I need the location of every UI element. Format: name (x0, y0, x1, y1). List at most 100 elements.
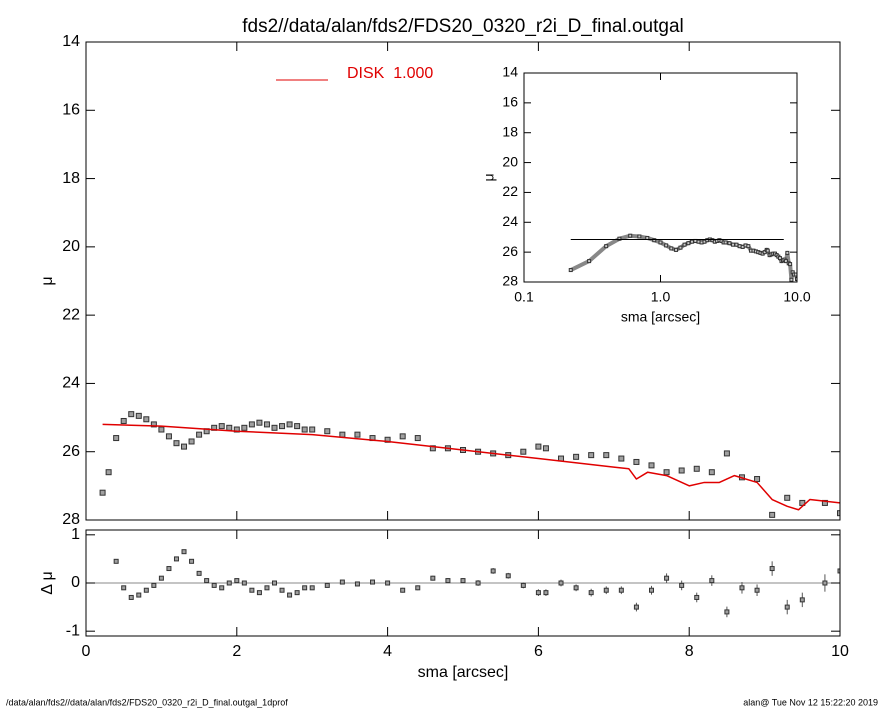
data-point (795, 277, 797, 282)
data-point (181, 443, 188, 450)
data-point (723, 450, 730, 457)
data-point (568, 268, 573, 273)
data-point (196, 570, 202, 576)
data-point (151, 582, 157, 588)
data-point (754, 587, 760, 593)
y-tick-label: 28 (62, 511, 80, 528)
data-point (475, 580, 481, 586)
data-point (339, 431, 346, 438)
data-point (99, 489, 106, 496)
data-point (788, 262, 793, 267)
data-point (664, 575, 670, 581)
data-point (543, 590, 549, 596)
data-point (188, 438, 195, 445)
data-point (686, 241, 691, 246)
data-point (173, 440, 180, 447)
data-point (249, 587, 255, 593)
data-point (588, 590, 594, 596)
data-point (679, 582, 685, 588)
data-point (603, 587, 609, 593)
data-point (649, 587, 654, 593)
data-point (663, 469, 670, 476)
data-point (302, 585, 308, 591)
data-point (324, 428, 331, 435)
data-point (400, 587, 406, 593)
data-point (399, 433, 406, 440)
data-point (769, 566, 775, 572)
x-tick-label: 10.0 (783, 289, 810, 305)
data-point (286, 421, 293, 428)
data-point (414, 435, 421, 442)
data-point (724, 609, 730, 615)
data-point (294, 423, 301, 430)
data-point (294, 590, 300, 596)
data-point (301, 426, 308, 433)
data-point (429, 445, 436, 452)
data-point (135, 412, 142, 419)
data-point (158, 575, 164, 581)
data-point (120, 417, 127, 424)
data-point (309, 426, 316, 433)
data-point (789, 277, 794, 282)
y-tick-label: 16 (62, 102, 80, 119)
y-axis-label: Δ μ (39, 571, 56, 594)
data-point (633, 458, 640, 465)
data-point (113, 558, 119, 564)
data-point (150, 421, 157, 428)
data-point (384, 436, 391, 443)
data-point (256, 590, 262, 596)
data-point (658, 240, 663, 245)
data-point (784, 604, 790, 610)
data-point (263, 421, 270, 428)
data-point (793, 272, 797, 277)
data-point (211, 582, 217, 588)
data-point (204, 578, 210, 584)
data-point (460, 578, 466, 584)
data-point (603, 452, 610, 459)
y-axis-label: μ (481, 173, 497, 181)
y-tick-label: 28 (502, 273, 518, 289)
data-point (754, 476, 761, 483)
plot-frame (85, 41, 841, 521)
y-axis-label: μ (39, 276, 56, 285)
data-point (128, 594, 134, 600)
data-point (121, 585, 127, 591)
data-point (693, 465, 700, 472)
x-tick-label: 10 (831, 643, 849, 660)
y-tick-label: 14 (62, 33, 80, 50)
data-point (218, 423, 225, 430)
plot-area (568, 233, 797, 282)
data-point (618, 455, 625, 462)
chart-title: fds2//data/alan/fds2/FDS20_0320_r2i_D_fi… (242, 16, 684, 37)
x-axis-label: sma [arcsec] (418, 664, 509, 681)
data-point (664, 243, 669, 248)
data-point (648, 462, 655, 469)
data-point (143, 587, 149, 593)
data-point (248, 421, 255, 428)
model-line (102, 423, 840, 511)
data-point (628, 233, 633, 238)
x-tick-label: 1.0 (651, 289, 671, 305)
y-tick-label: 26 (62, 443, 80, 460)
data-point (731, 242, 736, 247)
data-point (241, 424, 248, 431)
y-tick-label: 16 (502, 94, 518, 110)
data-point (535, 590, 541, 596)
data-point (783, 259, 788, 264)
data-point (128, 411, 135, 418)
data-point (339, 579, 345, 585)
data-point (264, 585, 270, 591)
y-tick-label: 20 (502, 153, 518, 169)
plot-area (99, 411, 840, 518)
data-point (490, 568, 496, 574)
data-point (617, 236, 622, 241)
data-point (226, 580, 232, 586)
data-point (573, 585, 579, 591)
footer-right: alan@ Tue Nov 12 15:22:20 2019 (743, 697, 878, 707)
data-point (196, 431, 203, 438)
data-point (678, 467, 685, 474)
data-point (558, 580, 564, 586)
y-tick-label: 18 (502, 123, 518, 139)
data-point (370, 579, 376, 585)
plot-area (86, 549, 840, 618)
